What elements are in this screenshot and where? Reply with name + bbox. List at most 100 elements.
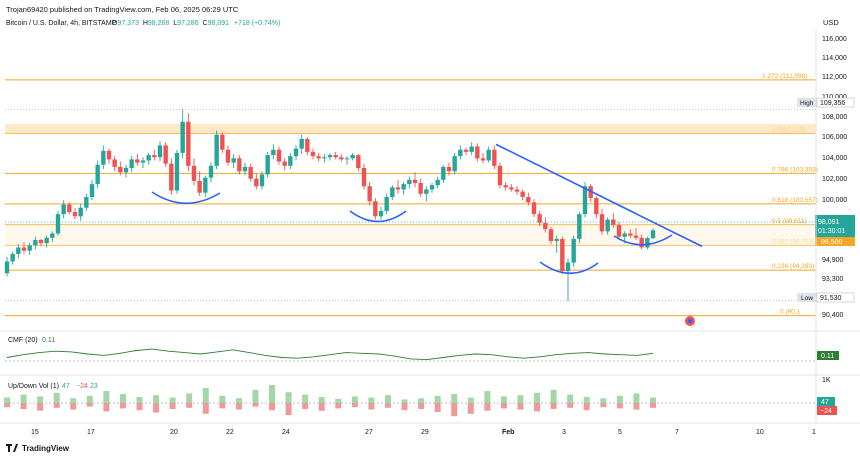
candle-body — [305, 138, 310, 152]
volume-down-bar — [633, 403, 640, 410]
low-label: Low — [801, 295, 813, 302]
ohlc-readout: O97,373 H98,268 L97,286 C98,091 +718 (+0… — [112, 20, 280, 27]
date-tick: 24 — [282, 429, 290, 436]
candle-body — [645, 238, 650, 248]
volume-down-bar — [368, 403, 375, 410]
supply-zone — [5, 123, 816, 134]
candle-body — [299, 138, 304, 149]
volume-up-bar — [119, 394, 126, 403]
candle-body — [395, 187, 401, 190]
volume-up-bar — [219, 395, 226, 403]
candle-body — [50, 233, 55, 238]
volume-down-bar — [650, 403, 656, 408]
candle-body — [225, 149, 231, 163]
volume-down-bar — [451, 403, 458, 417]
volume-down-bar — [20, 403, 27, 409]
level-badge-value: 96,500 — [821, 239, 843, 246]
price-axis: 116,000 114,000 112,000 110,000 108,000 … — [797, 36, 855, 319]
volume-down-bar — [136, 403, 143, 411]
candle-body — [520, 191, 525, 197]
tradingview-logo[interactable]: TradingView — [6, 444, 70, 453]
candle-body — [633, 235, 639, 238]
candle-body — [378, 210, 384, 217]
candle-body — [560, 238, 565, 272]
volume-down-bar — [318, 403, 325, 411]
published-text: Trojan69420 published on TradingView.com… — [6, 5, 239, 14]
volume-up-bar — [633, 393, 640, 403]
candle-body — [214, 134, 219, 166]
volume-down-bar — [534, 403, 541, 412]
candle-body — [622, 233, 627, 237]
volume-up-bar — [583, 397, 590, 403]
low-value-badge — [816, 292, 855, 303]
candle-body — [492, 149, 497, 166]
candle-body — [531, 202, 537, 215]
candle-body — [322, 157, 327, 159]
cmf-line — [6, 348, 654, 361]
volume-up-bar — [252, 389, 259, 403]
candle-body — [418, 183, 423, 194]
candle-body — [384, 196, 389, 211]
candle-body — [282, 161, 287, 166]
candle-body — [390, 187, 395, 197]
candle-body — [95, 164, 100, 185]
low-label-badge — [797, 293, 817, 302]
candle-body — [140, 160, 146, 163]
updown-down: −24 — [76, 383, 88, 390]
candle-body — [616, 224, 622, 237]
updown-axis-top: 1K — [822, 377, 831, 384]
updown-axis-up-badge — [817, 397, 835, 406]
fib-retracement: 1.272 (112,098)1 (107,123)0.786 (103,393… — [5, 73, 818, 317]
volume-up-bar — [20, 394, 27, 403]
candle-body — [588, 186, 593, 199]
volume-down-bar — [434, 403, 441, 412]
candle-body — [350, 155, 355, 159]
volume-up-bar — [384, 395, 391, 403]
candle-body — [157, 145, 163, 158]
candle-body — [594, 198, 599, 215]
date-tick: 20 — [170, 429, 178, 436]
candle-body — [611, 219, 616, 225]
fib-level-label: 1.272 (112,098) — [762, 73, 807, 80]
candle-body — [543, 222, 548, 230]
candle-body — [639, 237, 644, 248]
volume-up-bar — [434, 395, 441, 403]
volume-up-bar — [235, 398, 242, 403]
candle-body — [407, 179, 412, 185]
volume-up-bar — [53, 392, 60, 403]
volume-up-bar — [169, 397, 176, 403]
candle-body — [180, 121, 185, 153]
volume-up-bar — [600, 398, 607, 403]
candle-body — [503, 185, 508, 188]
volume-down-bar — [202, 403, 209, 414]
volume-down-bar — [567, 403, 574, 408]
candle-body — [565, 262, 571, 272]
volume-up-bar — [335, 398, 342, 403]
event-flag-icon-inner — [687, 318, 693, 324]
candle-body — [89, 184, 95, 197]
volume-down-bar — [70, 403, 77, 410]
volume-up-bar — [484, 391, 491, 403]
fib-level-label: 0 (90,1 — [780, 309, 801, 316]
last-price: 98,091 — [818, 219, 840, 226]
volume-up-bar — [302, 394, 309, 403]
candle-body — [548, 229, 554, 242]
candle-body — [429, 185, 435, 190]
candle-body — [101, 150, 106, 165]
volume-up-bar — [550, 389, 557, 403]
candle-body — [537, 214, 542, 223]
candle-body — [16, 247, 21, 254]
volume-down-bar — [484, 403, 491, 411]
fib-level-label: 0.5 (98,611) — [772, 218, 807, 225]
candle-body — [650, 230, 656, 239]
volume-up-bar — [534, 392, 541, 403]
candle-body — [554, 238, 559, 242]
last-price-badge — [815, 215, 855, 237]
candle-body — [72, 212, 78, 217]
candle-body — [78, 207, 83, 217]
volume-down-bar — [219, 403, 226, 409]
candle-body — [10, 253, 15, 262]
price-tick: 114,000 — [822, 55, 847, 62]
date-axis: 15 17 20 22 24 27 29 Feb 3 5 7 10 1 — [31, 429, 816, 436]
volume-up-bar — [500, 396, 507, 403]
